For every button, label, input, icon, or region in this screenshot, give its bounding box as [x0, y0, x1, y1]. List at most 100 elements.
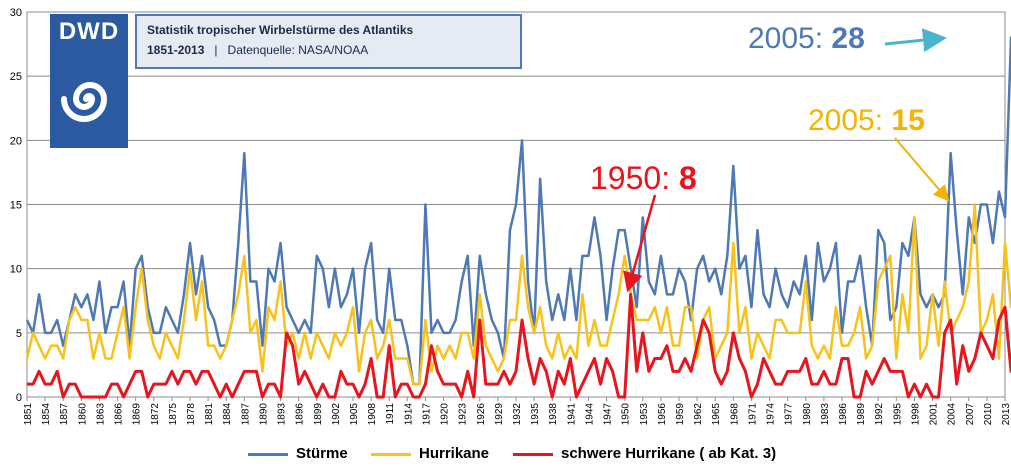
x-tick-label: 1989 — [856, 403, 867, 426]
x-tick-label: 1887 — [240, 403, 251, 426]
x-tick-label: 1881 — [204, 403, 215, 426]
x-tick-label: 1926 — [476, 403, 487, 426]
y-tick-label: 15 — [10, 200, 22, 212]
x-tick-label: 1947 — [603, 403, 614, 426]
annotation-value: 15 — [891, 104, 925, 137]
info-period: 1851-2013 — [147, 43, 205, 57]
series-line-2 — [27, 292, 1011, 399]
dwd-logo: DWD — [50, 14, 128, 148]
legend-swatch — [513, 452, 553, 456]
x-tick-label: 1893 — [277, 403, 288, 426]
x-tick-label: 1908 — [367, 403, 378, 426]
x-tick-label: 1905 — [349, 403, 360, 426]
x-tick-label: 1992 — [874, 403, 885, 426]
x-tick-label: 1902 — [331, 403, 342, 426]
y-tick-label: 0 — [16, 392, 22, 404]
series-lines — [25, 36, 1011, 399]
x-tick-label: 1923 — [458, 403, 469, 426]
x-tick-label: 1860 — [77, 403, 88, 426]
x-tick-label: 1866 — [114, 403, 125, 426]
series-line-0 — [25, 36, 1011, 386]
x-tick-label: 1917 — [421, 403, 432, 426]
x-tick-label: 1935 — [530, 403, 541, 426]
legend-label: schwere Hurrikane ( ab Kat. 3) — [561, 445, 777, 462]
logo-text: DWD — [58, 18, 120, 45]
x-tick-label: 1986 — [838, 403, 849, 426]
x-tick-label: 1998 — [910, 403, 921, 426]
x-tick-label: 1878 — [186, 403, 197, 426]
arrow-1950-major — [623, 194, 657, 293]
annotation-label: 1950: — [590, 160, 679, 196]
x-tick-label: 1911 — [385, 403, 396, 425]
legend-item-schwere-hurrikane: schwere Hurrikane ( ab Kat. 3) — [513, 445, 776, 462]
x-tick-label: 1944 — [584, 403, 595, 426]
info-box: Statistik tropischer Wirbelstürme des At… — [135, 14, 522, 69]
annotation-1950-major: 1950: 8 — [590, 160, 697, 197]
annotation-label: 2005: — [748, 22, 832, 55]
x-tick-label: 1929 — [494, 403, 505, 426]
x-tick-label: 1941 — [566, 403, 577, 426]
info-separator: | — [214, 43, 218, 57]
x-tick-label: 1899 — [313, 403, 324, 426]
x-tick-label: 1869 — [132, 403, 143, 426]
x-axis: 1851 1854 1857 1860 1863 1866 1869 1872 1875 1878… — [23, 397, 1011, 425]
legend-label: Stürme — [296, 445, 348, 462]
x-tick-label: 1920 — [440, 403, 451, 426]
y-tick-label: 10 — [10, 264, 22, 276]
info-subtitle: 1851-2013 | Datenquelle: NASA/NOAA — [147, 43, 368, 57]
x-tick-label: 1896 — [295, 403, 306, 426]
series-line-1 — [25, 203, 1011, 386]
x-tick-label: 1863 — [95, 403, 106, 426]
legend-swatch — [248, 452, 288, 456]
x-tick-label: 1884 — [222, 403, 233, 426]
x-tick-label: 1953 — [639, 403, 650, 426]
legend-label: Hurrikane — [419, 445, 490, 462]
legend-swatch — [371, 452, 411, 456]
y-tick-label: 20 — [10, 135, 22, 147]
info-source: Datenquelle: NASA/NOAA — [227, 43, 369, 57]
info-title: Statistik tropischer Wirbelstürme des At… — [147, 23, 414, 37]
annotation-value: 28 — [831, 22, 865, 55]
legend-item-stuerme: Stürme — [248, 445, 348, 462]
x-tick-label: 2001 — [929, 403, 940, 426]
annotation-value: 8 — [678, 160, 697, 196]
x-tick-label: 1938 — [548, 403, 559, 426]
annotation-label: 2005: — [808, 104, 892, 137]
y-axis: 0 5 10 15 20 25 30 — [10, 7, 22, 404]
annotation-arrows — [623, 28, 950, 293]
x-tick-label: 1983 — [820, 403, 831, 426]
annotation-2005-hurricanes: 2005: 15 — [808, 104, 925, 138]
x-tick-label: 1956 — [657, 403, 668, 426]
x-tick-label: 1854 — [41, 403, 52, 426]
x-tick-label: 1875 — [168, 403, 179, 426]
arrow-2005-hurricanes — [894, 137, 950, 202]
x-tick-label: 1950 — [621, 403, 632, 426]
y-tick-label: 25 — [10, 71, 22, 83]
x-tick-label: 1914 — [403, 403, 414, 426]
y-tick-label: 30 — [10, 7, 22, 19]
annotation-2005-storms: 2005: 28 — [748, 22, 865, 56]
y-tick-label: 5 — [16, 328, 22, 340]
x-tick-label: 1959 — [675, 403, 686, 426]
legend-item-hurrikane: Hurrikane — [371, 445, 489, 462]
x-tick-label: 2004 — [947, 403, 958, 426]
x-tick-label: 1980 — [802, 403, 813, 426]
x-tick-label: 1857 — [59, 403, 70, 426]
x-tick-label: 1851 — [23, 403, 34, 426]
arrow-2005-storms — [884, 28, 947, 53]
x-tick-label: 1872 — [150, 403, 161, 426]
x-tick-label: 1965 — [711, 403, 722, 426]
x-tick-label: 1974 — [766, 403, 777, 426]
x-tick-label: 2007 — [965, 403, 976, 426]
x-tick-label: 1962 — [693, 403, 704, 426]
x-tick-label: 2013 — [1001, 403, 1011, 426]
x-tick-label: 1932 — [512, 403, 523, 426]
x-tick-label: 2010 — [983, 403, 994, 426]
x-tick-label: 1995 — [892, 403, 903, 426]
x-tick-label: 1890 — [258, 403, 269, 426]
spiral-icon — [61, 82, 108, 122]
x-tick-label: 1977 — [784, 403, 795, 426]
x-tick-label: 1971 — [747, 403, 758, 426]
x-tick-label: 1968 — [729, 403, 740, 426]
